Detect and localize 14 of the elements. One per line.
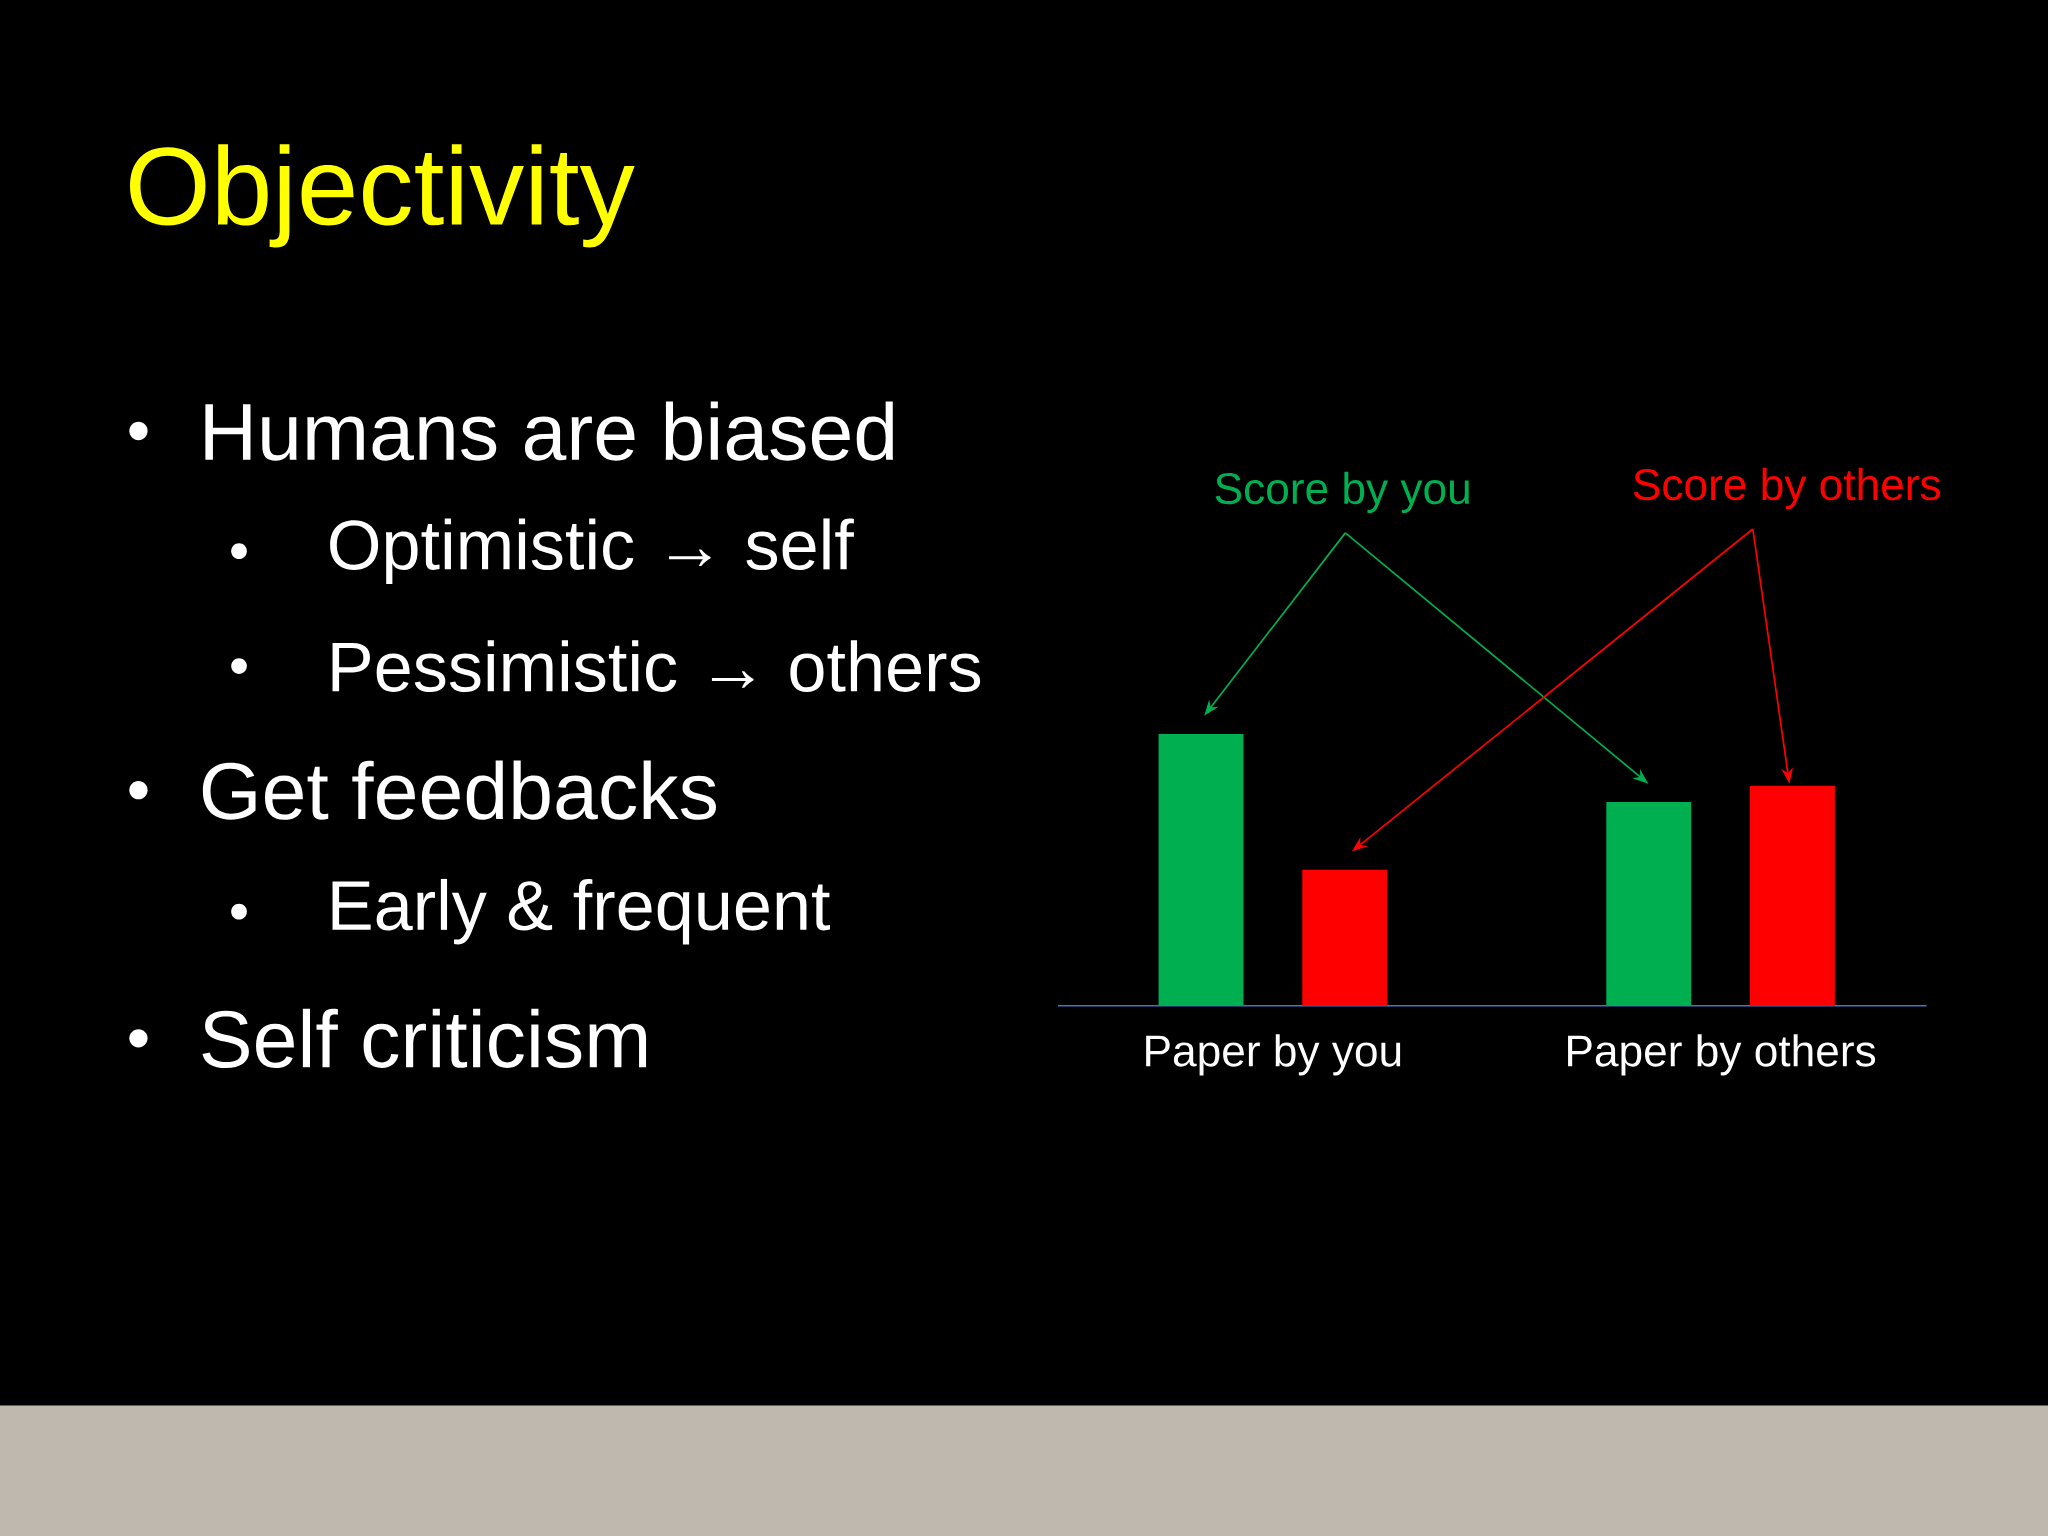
text: Optimistic → self [330, 518, 854, 584]
chart-title: Objectivity [130, 144, 635, 248]
text: Pessimistic → others [332, 640, 981, 692]
text: Score by you [1215, 471, 1469, 514]
text: Early & frequent [332, 878, 831, 945]
text: Get feedbacks [202, 760, 717, 820]
text: Self criticism [202, 1008, 647, 1068]
x-tick-label: Paper by you [1146, 1034, 1401, 1076]
x-tick-label: Paper by others [1568, 1034, 1876, 1076]
bar [1158, 734, 1244, 1006]
bar [1606, 801, 1692, 1006]
text: Humans are biased [205, 401, 893, 461]
bar [1302, 869, 1388, 1006]
text: Score by others [1633, 467, 1941, 510]
